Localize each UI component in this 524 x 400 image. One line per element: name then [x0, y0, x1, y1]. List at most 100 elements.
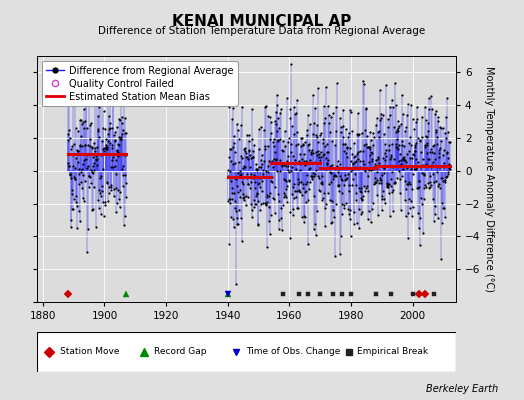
Point — [291, 111, 299, 117]
Point — [390, 163, 398, 170]
Point — [278, 147, 286, 153]
Point — [288, 164, 296, 170]
Point — [379, 155, 387, 161]
Point — [92, 224, 100, 230]
Point — [337, 176, 345, 182]
Point — [275, 217, 283, 224]
Point — [316, 157, 324, 164]
Point — [425, 106, 433, 112]
Point — [335, 161, 344, 167]
Point — [294, 179, 303, 185]
Point — [107, 186, 115, 193]
Point — [372, 122, 380, 128]
Point — [373, 192, 381, 198]
Point — [256, 184, 265, 190]
Point — [299, 184, 308, 191]
Point — [411, 119, 420, 126]
Point — [391, 140, 400, 147]
Point — [291, 188, 300, 194]
Point — [235, 206, 243, 213]
Point — [394, 128, 402, 134]
Point — [439, 151, 447, 158]
Point — [423, 142, 432, 148]
Point — [369, 142, 378, 148]
Point — [89, 206, 97, 212]
Point — [224, 167, 232, 174]
Point — [281, 192, 289, 198]
Point — [445, 161, 454, 167]
Point — [231, 197, 239, 204]
Point — [301, 138, 309, 145]
Point — [335, 173, 344, 179]
Point — [404, 235, 412, 241]
Point — [325, 168, 334, 175]
Point — [72, 125, 80, 131]
Point — [227, 146, 235, 152]
Point — [441, 179, 449, 185]
Point — [347, 109, 355, 115]
Point — [330, 173, 338, 179]
Point — [106, 125, 114, 131]
Point — [271, 156, 280, 162]
Point — [115, 142, 123, 148]
Point — [405, 196, 413, 202]
Point — [412, 116, 421, 122]
Point — [86, 120, 95, 126]
Point — [66, 172, 74, 178]
Point — [121, 172, 129, 178]
Point — [387, 141, 396, 148]
Point — [277, 161, 286, 168]
Point — [403, 181, 412, 187]
Point — [267, 130, 275, 136]
Point — [410, 148, 419, 154]
Point — [275, 125, 283, 131]
Point — [405, 179, 413, 186]
Point — [109, 102, 117, 108]
Point — [357, 209, 366, 215]
Point — [91, 157, 100, 164]
Point — [347, 168, 355, 174]
Point — [71, 176, 80, 182]
Point — [287, 149, 296, 156]
Point — [431, 155, 440, 162]
Point — [109, 164, 117, 170]
Point — [78, 185, 86, 191]
Point — [293, 97, 302, 103]
Point — [368, 156, 376, 162]
Point — [239, 190, 248, 197]
Point — [282, 199, 291, 205]
Point — [350, 208, 358, 215]
Point — [381, 150, 389, 156]
Point — [78, 121, 86, 127]
Point — [332, 127, 340, 134]
Point — [289, 184, 297, 191]
Point — [364, 188, 372, 194]
Point — [328, 162, 336, 168]
Point — [267, 212, 276, 218]
Point — [436, 164, 444, 170]
Point — [107, 182, 115, 188]
Point — [363, 144, 372, 150]
Point — [77, 168, 85, 175]
Point — [105, 120, 114, 126]
Point — [246, 152, 254, 158]
Point — [95, 205, 103, 212]
Point — [312, 166, 320, 173]
Point — [255, 164, 263, 170]
Point — [434, 114, 442, 121]
Point — [285, 168, 293, 175]
Point — [77, 132, 85, 139]
Point — [427, 92, 435, 99]
Point — [318, 179, 326, 185]
Point — [291, 110, 300, 116]
Point — [431, 211, 439, 217]
Point — [225, 240, 234, 247]
Point — [355, 164, 364, 170]
Point — [259, 174, 267, 180]
Y-axis label: Monthly Temperature Anomaly Difference (°C): Monthly Temperature Anomaly Difference (… — [485, 66, 495, 292]
Point — [260, 158, 268, 164]
Point — [97, 193, 106, 199]
Point — [303, 178, 311, 185]
Point — [78, 166, 86, 172]
Point — [236, 194, 244, 200]
